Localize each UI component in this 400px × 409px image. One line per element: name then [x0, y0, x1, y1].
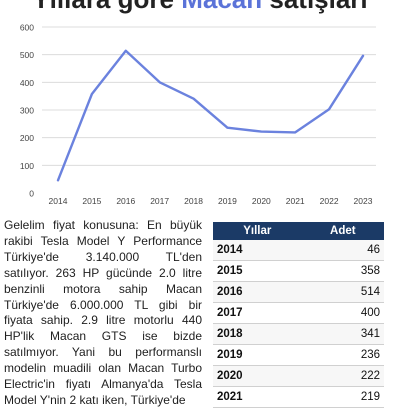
sales-table: Yıllar Adet 2014 46 2015 358 2016 514 20…: [213, 222, 384, 408]
table-row: 2017 400: [213, 303, 384, 324]
count-cell: 46: [302, 240, 384, 261]
x-tick-label: 2018: [184, 196, 203, 206]
year-cell: 2019: [213, 345, 302, 366]
table-row: 2016 514: [213, 282, 384, 303]
article-paragraph: Gelelim fiyat konusuna: En büyük rakibi …: [4, 218, 202, 409]
series-layer: [58, 51, 363, 181]
x-tick-label: 2017: [150, 196, 169, 206]
count-cell: 400: [302, 303, 384, 324]
y-tick-label: 500: [20, 50, 34, 60]
table-row: 2018 341: [213, 324, 384, 345]
count-cell: 341: [302, 324, 384, 345]
x-tick-label: 2023: [354, 196, 373, 206]
y-tick-label: 200: [20, 133, 34, 143]
year-cell: 2020: [213, 366, 302, 387]
header-years: Yıllar: [213, 222, 302, 240]
count-cell: 236: [302, 345, 384, 366]
year-cell: 2015: [213, 261, 302, 282]
x-tick-label: 2022: [320, 196, 339, 206]
count-cell: 514: [302, 282, 384, 303]
x-tick-label: 2015: [82, 196, 101, 206]
count-cell: 219: [302, 387, 384, 408]
count-cell: 222: [302, 366, 384, 387]
x-tick-label: 2021: [286, 196, 305, 206]
table-row: 2021 219: [213, 387, 384, 408]
year-cell: 2014: [213, 240, 302, 261]
x-tick-label: 2020: [252, 196, 271, 206]
x-tick-label: 2019: [218, 196, 237, 206]
count-cell: 358: [302, 261, 384, 282]
series-line: [58, 51, 363, 181]
x-axis-labels: 2014 2015 2016 2017 2018 2019 2020 2021 2022 2023: [49, 196, 373, 206]
y-tick-label: 400: [20, 78, 34, 88]
y-tick-label: 100: [20, 161, 34, 171]
y-axis-labels: 0 100 200 300 400 500 600: [20, 23, 34, 199]
y-tick-label: 300: [20, 106, 34, 116]
x-tick-label: 2016: [116, 196, 135, 206]
year-cell: 2021: [213, 387, 302, 408]
header-count: Adet: [302, 222, 384, 240]
y-tick-label: 600: [20, 23, 34, 33]
table-row: 2014 46: [213, 240, 384, 261]
table-row: 2015 358: [213, 261, 384, 282]
table-header-row: Yıllar Adet: [213, 222, 384, 240]
y-tick-label: 0: [29, 189, 34, 199]
x-tick-label: 2014: [49, 196, 68, 206]
year-cell: 2018: [213, 324, 302, 345]
table-row: 2020 222: [213, 366, 384, 387]
year-cell: 2017: [213, 303, 302, 324]
table-row: 2019 236: [213, 345, 384, 366]
sales-line-chart: 0 100 200 300 400 500 600 2014 2015 2016 2017 2018…: [0, 0, 400, 212]
year-cell: 2016: [213, 282, 302, 303]
